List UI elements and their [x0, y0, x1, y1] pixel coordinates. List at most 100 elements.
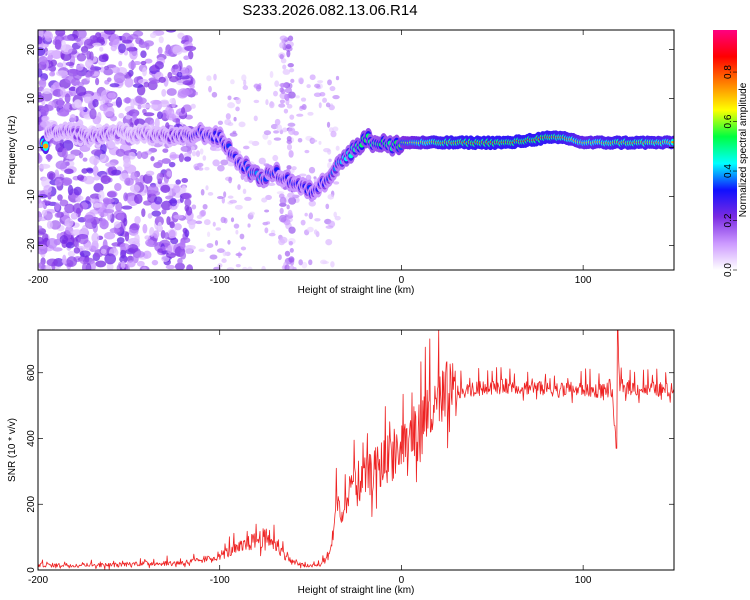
spectrogram-blob	[328, 220, 336, 228]
spectrogram-blob	[223, 191, 227, 198]
spectrogram-blob	[116, 213, 125, 221]
spectrogram-blob	[279, 82, 288, 88]
spectrogram-blob	[156, 111, 163, 120]
spectrogram-blob	[285, 93, 290, 102]
spectrogram-blob	[59, 199, 69, 207]
spectrogram-blob	[206, 243, 214, 249]
spectrogram-blob	[258, 157, 266, 165]
spectrogram-blob	[97, 95, 104, 102]
spectrogram-blob	[151, 259, 159, 266]
spectrogram-blob	[63, 103, 70, 110]
spectrogram-blob	[92, 98, 99, 108]
spectrogram-blob	[98, 190, 105, 202]
spectrogram-y-tick-label: 10	[26, 93, 37, 105]
spectrogram-blob	[103, 30, 116, 35]
spectrogram-blob	[199, 148, 204, 155]
spectrogram-blob	[38, 196, 42, 204]
spectrogram-blob	[313, 229, 318, 235]
spectrogram-blob	[102, 209, 115, 214]
spectrogram-blob	[156, 172, 164, 182]
spectrogram-blob	[157, 159, 164, 166]
spectrogram-blob	[158, 76, 166, 83]
spectrogram-blob	[169, 204, 178, 210]
spectrogram-blob	[335, 75, 340, 81]
spectrogram-blob	[151, 79, 161, 84]
spectrogram-blob	[106, 262, 114, 270]
spectrogram-blob	[46, 220, 53, 229]
spectrogram-blob	[195, 150, 201, 158]
spectrogram-blob	[212, 148, 221, 152]
spectrogram-blob	[81, 262, 87, 270]
spectrogram-blob	[165, 195, 174, 200]
colorbar-ticks: 0.0 0.2 0.4 0.6 0.8	[723, 65, 737, 277]
spectrogram-blob	[67, 184, 74, 196]
spectrogram-blob	[288, 240, 294, 246]
spectrogram-blob	[206, 75, 212, 82]
spectrogram-blob	[184, 204, 190, 212]
spectrogram-blob	[99, 104, 108, 112]
spectrogram-blob	[268, 232, 276, 237]
spectrogram-blob	[83, 214, 95, 223]
spectrogram-blob	[142, 67, 147, 77]
spectrogram-blob	[220, 159, 229, 166]
spectrogram-blob	[84, 242, 92, 251]
spectrogram-blob	[264, 209, 270, 213]
spectrogram-blob	[169, 154, 181, 159]
spectrogram-blob	[235, 263, 241, 268]
spectrogram-blob	[224, 119, 232, 126]
spectrogram-blob	[89, 108, 97, 120]
spectrogram-blob	[73, 186, 82, 196]
spectrogram-blob	[38, 55, 48, 65]
spectrogram-blob	[329, 103, 334, 108]
spectrogram-blob	[230, 217, 235, 223]
spectrogram-blob	[134, 250, 146, 258]
spectrogram-noise-blobs	[38, 30, 341, 270]
spectrogram-blob	[296, 113, 304, 117]
spectrogram-blob	[208, 85, 212, 93]
spectrogram-blob	[103, 68, 114, 76]
spectrogram-blob	[144, 58, 153, 64]
spectrogram-blob	[182, 227, 188, 234]
spectrogram-blob	[287, 62, 294, 68]
spectrogram-blob	[38, 261, 45, 270]
spectrogram-blob	[299, 173, 307, 177]
spectrogram-blob	[109, 83, 120, 88]
spectrogram-blob	[54, 169, 60, 178]
spectrogram-blob	[60, 177, 73, 186]
spectrogram-blob	[166, 113, 177, 121]
spectrogram-blob	[288, 150, 294, 158]
spectrogram-blob	[308, 166, 316, 174]
spectrogram-blob	[129, 49, 138, 60]
spectrogram-blob	[159, 100, 170, 108]
spectrogram-blob	[334, 215, 341, 221]
spectrogram-blob	[330, 130, 337, 138]
spectrogram-blob	[188, 221, 196, 230]
spectrogram-blob	[86, 50, 92, 61]
colorbar-tick-label: 0.8	[723, 65, 734, 79]
spectrogram-blob	[322, 97, 328, 103]
spectrogram-blob	[38, 111, 42, 118]
spectrogram-blob	[186, 264, 194, 270]
spectrogram-blob	[153, 230, 160, 239]
spectrogram-blob	[225, 113, 231, 120]
spectrogram-blob	[81, 168, 88, 174]
spectrogram-blob	[308, 259, 313, 266]
spectrogram-blob	[70, 212, 79, 220]
spectrogram-blob	[49, 220, 62, 230]
spectrogram-blob	[62, 35, 75, 41]
spectrogram-blob	[160, 200, 173, 211]
spectrogram-blob	[43, 184, 52, 193]
spectrogram-blob	[247, 223, 251, 228]
spectrogram-blob	[41, 209, 48, 216]
snr-x-tick-label: -100	[210, 575, 230, 586]
spectrogram-blob	[91, 240, 99, 251]
spectrogram-blob	[184, 156, 192, 162]
spectrogram-blob	[134, 215, 141, 225]
spectrogram-blob	[95, 77, 100, 86]
spectrogram-blob	[283, 108, 289, 114]
spectrogram-blob	[279, 35, 288, 41]
spectrogram-blob	[165, 264, 176, 270]
spectrogram-blob	[181, 192, 192, 200]
spectrogram-blob	[191, 150, 197, 157]
spectrogram-blob	[96, 111, 102, 123]
